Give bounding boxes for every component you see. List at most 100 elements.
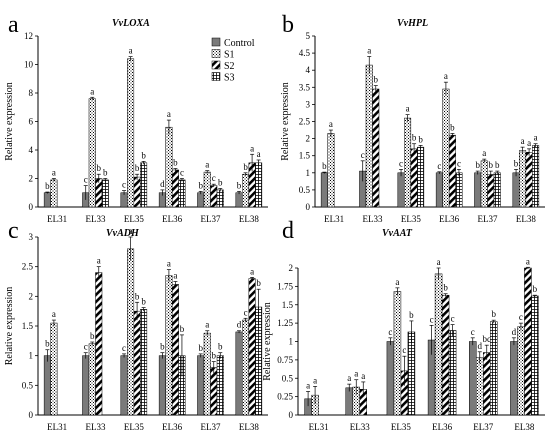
bar-control (386, 341, 395, 416)
bar-control (397, 172, 405, 208)
bar-s1 (165, 275, 173, 416)
significance-letter: a (257, 149, 261, 159)
bar-s1 (242, 319, 250, 416)
significance-letter: a (90, 86, 94, 96)
significance-letter: c (451, 314, 455, 324)
y-tick-label: 0 (29, 410, 34, 420)
y-tick-label: 4.5 (299, 48, 311, 58)
bar-s1 (50, 322, 58, 416)
panel-a: a VvLOXA Relative expression 0 2 4 6 8 10 12 EL31 b… (4, 12, 268, 224)
bar-control (43, 355, 51, 416)
significance-letter: b (495, 160, 500, 170)
y-tick-label: 12 (24, 31, 33, 41)
significance-letter: b (374, 75, 379, 85)
x-tick-label: EL36 (439, 214, 459, 224)
significance-letter: c (437, 161, 441, 171)
y-tick-label: 1.5 (282, 300, 294, 310)
legend-swatch-s2 (211, 60, 221, 70)
significance-letter: a (250, 143, 254, 153)
y-tick-label: 3.5 (299, 82, 311, 92)
x-tick-label: EL35 (124, 422, 144, 432)
significance-letter: b (212, 351, 217, 361)
significance-letter: b (160, 342, 165, 352)
significance-letter: b (418, 134, 423, 144)
significance-letter: a (129, 46, 133, 56)
significance-letter: a (395, 277, 399, 287)
x-tick-label: EL33 (86, 422, 106, 432)
bar-s2 (95, 272, 103, 416)
bar-control (345, 387, 354, 416)
significance-letter: c (430, 314, 434, 324)
significance-letter: b (90, 331, 95, 341)
significance-letter: c (399, 158, 403, 168)
panel-letter: a (8, 12, 19, 38)
significance-letter: a (526, 256, 530, 266)
bar-control (43, 192, 51, 208)
bar-control (469, 341, 477, 416)
legend-label-control: Control (224, 38, 255, 49)
y-tick-label: 2 (289, 263, 294, 273)
bar-s3 (532, 145, 540, 208)
significance-letter: a (52, 168, 56, 178)
bar-s1 (393, 291, 402, 416)
bar-s1 (203, 332, 211, 416)
bar-control (158, 355, 166, 416)
significance-letter: c (457, 158, 461, 168)
x-tick-label: EL35 (401, 214, 421, 224)
bar-s3 (255, 162, 263, 208)
y-tick-label: 0.5 (299, 185, 311, 195)
significance-letter: a (173, 271, 177, 281)
x-tick-label: EL37 (201, 214, 221, 224)
significance-letter: a (482, 148, 486, 158)
y-tick-label: 2 (29, 174, 34, 184)
bar-s1 (165, 126, 173, 208)
panel-c: c VvADH Relative expression 0 0.5 1 1.5 2 2.5 3 EL… (4, 218, 268, 432)
x-tick-label: EL33 (350, 422, 370, 432)
bar-s3 (178, 179, 186, 208)
x-tick-label: EL31 (47, 214, 67, 224)
significance-letter: c (244, 307, 248, 317)
bar-control (320, 172, 328, 208)
y-tick-label: 0 (306, 202, 311, 212)
significance-letter: b (409, 310, 414, 320)
bar-s1 (517, 326, 525, 416)
significance-letter: c (212, 173, 216, 183)
y-tick-label: 1 (306, 168, 311, 178)
x-tick-label: EL31 (47, 422, 67, 432)
y-tick-label: 4 (29, 145, 34, 155)
significance-letter: a (313, 375, 317, 385)
significance-letter: c (122, 180, 126, 190)
significance-letter: b (412, 133, 417, 143)
bar-s2 (441, 294, 450, 416)
bar-s2 (133, 176, 141, 208)
bar-control (235, 331, 243, 416)
significance-letter: c (388, 327, 392, 337)
x-tick-label: EL37 (478, 214, 498, 224)
y-tick-label: 3 (306, 99, 311, 109)
bar-s1 (50, 179, 58, 208)
significance-letter: b (45, 339, 50, 349)
significance-letter: a (534, 133, 538, 143)
significance-letter: c (361, 150, 365, 160)
significance-letter: b (135, 291, 140, 301)
significance-letter: c (519, 312, 523, 322)
bar-s3 (101, 179, 109, 208)
legend-swatch-s3 (211, 72, 221, 81)
significance-letter: b (256, 278, 261, 288)
y-tick-label: 2 (29, 291, 34, 301)
bar-control (197, 355, 205, 416)
significance-letter: b (135, 163, 140, 173)
significance-letter: bc (482, 334, 491, 344)
significance-letter: d (478, 341, 483, 351)
significance-letter: b (443, 283, 448, 293)
bar-control (82, 355, 90, 416)
y-axis-label: Relative expression (262, 302, 273, 381)
bar-s2 (372, 88, 380, 208)
y-tick-label: 6 (29, 117, 34, 127)
bar-s2 (410, 148, 418, 208)
bar-s1 (404, 117, 412, 208)
y-tick-label: 4 (306, 65, 311, 75)
y-tick-label: 0.5 (282, 373, 294, 383)
